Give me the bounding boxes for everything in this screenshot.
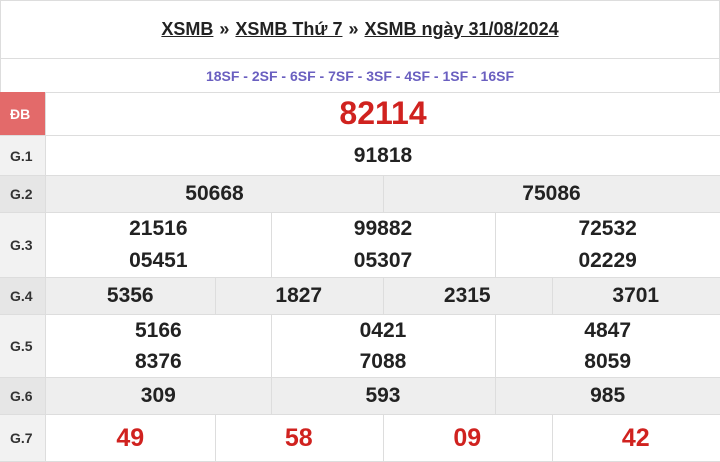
column-separator xyxy=(551,415,553,461)
prize-number: 99882 xyxy=(353,217,413,240)
prize-number: 7088 xyxy=(359,349,407,373)
prize-number: 75086 xyxy=(522,182,581,205)
prize-label: ĐB xyxy=(0,92,46,135)
prize-label: G.7 xyxy=(0,415,46,461)
prize-number: 05451 xyxy=(129,249,188,272)
column-separator xyxy=(214,415,216,461)
codes: 18SF - 2SF - 6SF - 7SF - 3SF - 4SF - 1SF… xyxy=(0,58,720,93)
prize-number: 3701 xyxy=(612,284,660,307)
prize-number: 1827 xyxy=(275,284,323,307)
prize-label: G.5 xyxy=(0,315,46,377)
breadcrumb-link[interactable]: XSMB xyxy=(161,19,214,39)
prize-row: ĐB 82114 xyxy=(0,92,720,136)
column-separator xyxy=(495,213,497,277)
prize-number: 985 xyxy=(590,384,626,407)
prize-row: G.3 21516 99882 72532 05451 05307 02229 xyxy=(0,213,720,278)
prize-label: G.4 xyxy=(0,278,46,314)
breadcrumb-link[interactable]: XSMB Thứ 7 xyxy=(235,19,343,39)
column-separator xyxy=(214,278,216,314)
prize-number: 5166 xyxy=(134,318,182,342)
column-separator xyxy=(270,378,272,414)
prize-row: G.5 5166 0421 4847 8376 7088 8059 xyxy=(0,315,720,378)
prize-row: G.6 309 593 985 xyxy=(0,378,720,415)
prize-label: G.1 xyxy=(0,136,46,175)
prize-number: 309 xyxy=(140,384,176,407)
prize-number: 58 xyxy=(284,423,313,452)
prize-number: 8376 xyxy=(134,349,182,373)
prize-number: 42 xyxy=(621,423,650,452)
column-separator xyxy=(383,415,384,461)
prize-number: 49 xyxy=(116,423,145,452)
prize-number: 5356 xyxy=(106,284,154,307)
prize-label: G.2 xyxy=(0,176,46,212)
prize-number: 4847 xyxy=(584,318,632,342)
column-separator xyxy=(551,278,553,314)
column-separator xyxy=(270,315,272,377)
prize-number: 0421 xyxy=(359,318,407,342)
prize-number: 593 xyxy=(365,384,401,407)
prize-row: G.7 49 58 09 42 xyxy=(0,415,720,462)
prize-number: 8059 xyxy=(584,349,632,373)
prize-number: 91818 xyxy=(353,143,413,167)
prize-row: G.2 50668 75086 xyxy=(0,176,720,213)
column-separator xyxy=(383,278,384,314)
column-separator xyxy=(495,315,497,377)
prize-row: G.1 91818 xyxy=(0,136,720,176)
prize-number: 05307 xyxy=(353,249,413,272)
prize-row: G.4 5356 1827 2315 3701 xyxy=(0,278,720,315)
column-separator xyxy=(383,176,384,212)
column-separator xyxy=(270,213,272,277)
prize-number: 2315 xyxy=(443,284,491,307)
separator: » xyxy=(219,19,230,39)
breadcrumb-link[interactable]: XSMB ngày 31/08/2024 xyxy=(364,19,559,39)
prize-label: G.3 xyxy=(0,213,46,277)
prize-number: 02229 xyxy=(578,249,637,272)
prize-number: 82114 xyxy=(339,95,427,131)
prize-number: 72532 xyxy=(578,217,637,240)
prize-number: 09 xyxy=(453,423,482,452)
column-separator xyxy=(495,378,497,414)
prize-number: 50668 xyxy=(185,182,244,205)
prize-number: 21516 xyxy=(129,217,188,240)
breadcrumb: XSMB » XSMB Thứ 7 » XSMB ngày 31/08/2024 xyxy=(0,0,720,58)
separator: » xyxy=(348,19,359,39)
prize-label: G.6 xyxy=(0,378,46,414)
